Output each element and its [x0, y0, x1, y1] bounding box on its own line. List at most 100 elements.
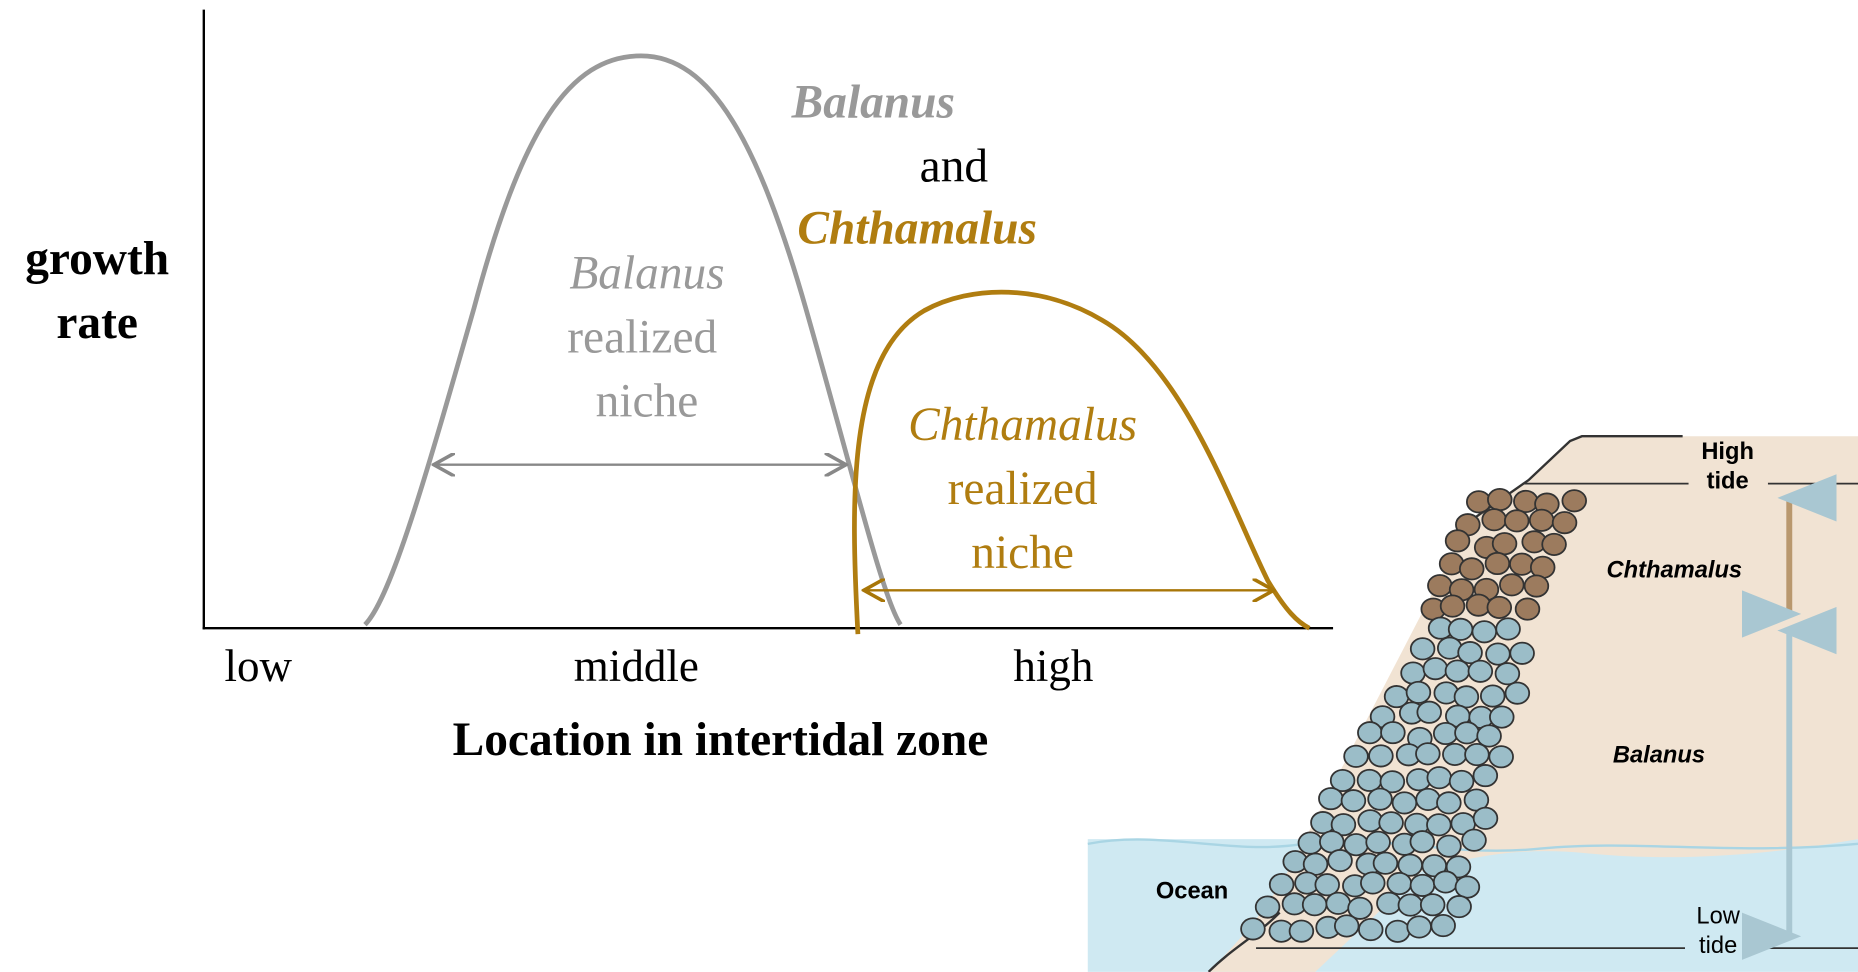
barnacle [1401, 662, 1425, 683]
barnacle [1437, 835, 1461, 856]
inset-label: tide [1707, 469, 1749, 495]
intertidal-illustration: High tide Chthamalus Balanus Ocean Low t… [1088, 436, 1858, 972]
niche-label: Chthamalus [908, 399, 1137, 451]
barnacle [1474, 808, 1498, 829]
barnacle [1407, 916, 1431, 937]
barnacle [1446, 530, 1470, 551]
barnacle [1465, 744, 1489, 765]
niche-label: realized [948, 463, 1098, 515]
barnacle [1256, 896, 1280, 917]
barnacle [1486, 643, 1510, 664]
barnacle [1467, 491, 1491, 512]
barnacle [1241, 918, 1265, 939]
barnacle [1344, 746, 1368, 767]
barnacle [1486, 553, 1510, 574]
y-label: rate [56, 297, 138, 349]
barnacle [1342, 790, 1366, 811]
barnacle [1369, 745, 1393, 766]
barnacle [1510, 643, 1534, 664]
barnacle [1377, 893, 1401, 914]
header-joiner: and [920, 141, 989, 193]
barnacle [1516, 598, 1540, 619]
header-species: Balanus [791, 77, 955, 129]
barnacle [1472, 621, 1496, 642]
barnacle [1358, 810, 1382, 831]
diagram: growth rate low middle high Location in … [0, 0, 1858, 972]
main-chart: growth rate low middle high Location in … [25, 10, 1333, 767]
barnacle [1399, 894, 1423, 915]
barnacle [1427, 767, 1451, 788]
barnacle [1493, 533, 1517, 554]
barnacle [1460, 558, 1484, 579]
header-species: Chthamalus [797, 202, 1037, 254]
page: growth rate low middle high Location in … [0, 0, 1858, 972]
barnacle [1500, 574, 1524, 595]
barnacle [1381, 722, 1405, 743]
barnacle [1374, 853, 1398, 874]
barnacle [1450, 771, 1474, 792]
barnacle [1424, 658, 1448, 679]
niche-label: niche [971, 527, 1074, 579]
inset-label: Balanus [1613, 742, 1705, 768]
barnacle [1421, 894, 1445, 915]
barnacle [1368, 788, 1392, 809]
barnacle [1434, 723, 1458, 744]
inset-label: Low [1696, 904, 1740, 930]
barnacle [1467, 594, 1491, 615]
barnacle [1326, 893, 1350, 914]
barnacle [1496, 618, 1520, 639]
barnacle [1562, 490, 1586, 511]
x-category: high [1013, 641, 1093, 691]
barnacle [1446, 660, 1470, 681]
barnacle [1455, 722, 1479, 743]
inset-label: tide [1699, 933, 1737, 959]
barnacle [1319, 788, 1343, 809]
barnacle [1455, 686, 1479, 707]
barnacle [1487, 597, 1511, 618]
barnacle [1456, 876, 1480, 897]
niche-label: niche [596, 375, 699, 427]
barnacle [1506, 682, 1530, 703]
barnacle [1359, 919, 1383, 940]
barnacle [1473, 765, 1497, 786]
barnacle [1411, 875, 1435, 896]
barnacle [1496, 663, 1520, 684]
barnacle [1270, 874, 1294, 895]
barnacle [1488, 489, 1512, 510]
y-label: growth [25, 233, 169, 285]
barnacle [1416, 789, 1440, 810]
niche-label: realized [567, 311, 717, 363]
barnacle [1514, 491, 1538, 512]
inset-label: Ocean [1156, 879, 1228, 905]
barnacle [1530, 510, 1554, 531]
barnacle [1290, 920, 1314, 941]
barnacle [1410, 831, 1434, 852]
barnacle [1299, 832, 1323, 853]
barnacle [1490, 706, 1514, 727]
barnacle [1441, 595, 1465, 616]
barnacle [1525, 575, 1549, 596]
barnacle [1489, 746, 1513, 767]
ocean [1088, 839, 1858, 972]
barnacle [1428, 575, 1452, 596]
barnacle [1427, 814, 1451, 835]
barnacle [1437, 792, 1461, 813]
barnacle [1443, 744, 1467, 765]
x-category: middle [574, 641, 699, 691]
barnacle [1477, 725, 1501, 746]
barnacle [1417, 702, 1441, 723]
barnacle [1505, 510, 1529, 531]
barnacle [1468, 661, 1492, 682]
barnacle [1379, 812, 1403, 833]
barnacle [1361, 872, 1385, 893]
barnacle [1393, 792, 1417, 813]
x-title: Location in intertidal zone [453, 714, 989, 766]
barnacle [1366, 832, 1390, 853]
barnacle [1481, 685, 1505, 706]
barnacle [1386, 921, 1410, 942]
barnacle [1447, 896, 1471, 917]
barnacle [1411, 638, 1435, 659]
barnacle [1434, 871, 1458, 892]
barnacle [1542, 534, 1566, 555]
barnacle [1553, 512, 1577, 533]
